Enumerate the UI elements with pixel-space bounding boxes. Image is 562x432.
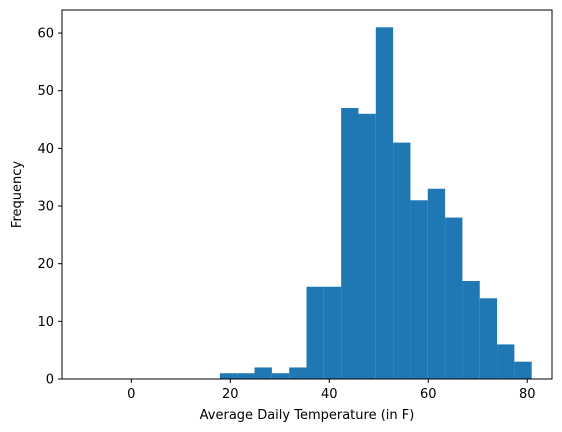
- histogram-bar: [497, 344, 515, 379]
- y-tick-label: 60: [37, 27, 54, 42]
- x-tick-label: 60: [420, 387, 437, 402]
- y-tick-label: 10: [37, 315, 54, 330]
- y-tick-label: 30: [37, 200, 54, 215]
- plot-frame: [61, 9, 553, 380]
- histogram-bar: [514, 361, 532, 379]
- histogram-bar: [254, 367, 272, 379]
- histogram-bar: [341, 108, 359, 379]
- bars-group: [219, 27, 532, 379]
- x-tick-label: 20: [222, 387, 239, 402]
- y-tick-label: 0: [46, 373, 54, 388]
- y-tick-label: 40: [37, 142, 54, 157]
- histogram-bar: [479, 298, 498, 379]
- x-axis-ticks: 0 20 40 60 80: [127, 379, 536, 402]
- histogram-bar: [237, 373, 255, 379]
- histogram-bar: [323, 286, 342, 379]
- y-tick-label: 50: [37, 84, 54, 99]
- histogram-bar: [393, 142, 411, 379]
- histogram-bar: [427, 188, 446, 379]
- x-axis-label: Average Daily Temperature (in F): [200, 408, 415, 423]
- histogram-bar: [219, 373, 238, 379]
- x-tick-label: 40: [321, 387, 338, 402]
- histogram-bar: [462, 280, 480, 379]
- histogram-bar: [306, 286, 324, 379]
- histogram-bar: [410, 200, 428, 379]
- y-axis-ticks: 0 10 20 30 40 50 60: [37, 27, 62, 388]
- y-tick-label: 20: [37, 257, 54, 272]
- x-tick-label: 80: [519, 387, 536, 402]
- y-axis-label: Frequency: [10, 161, 25, 228]
- histogram-bar: [289, 367, 307, 379]
- histogram-bar: [358, 113, 376, 379]
- histogram-bar: [445, 217, 463, 379]
- histogram-bar: [375, 27, 394, 379]
- histogram-bar: [271, 373, 290, 379]
- x-tick-label: 0: [127, 387, 135, 402]
